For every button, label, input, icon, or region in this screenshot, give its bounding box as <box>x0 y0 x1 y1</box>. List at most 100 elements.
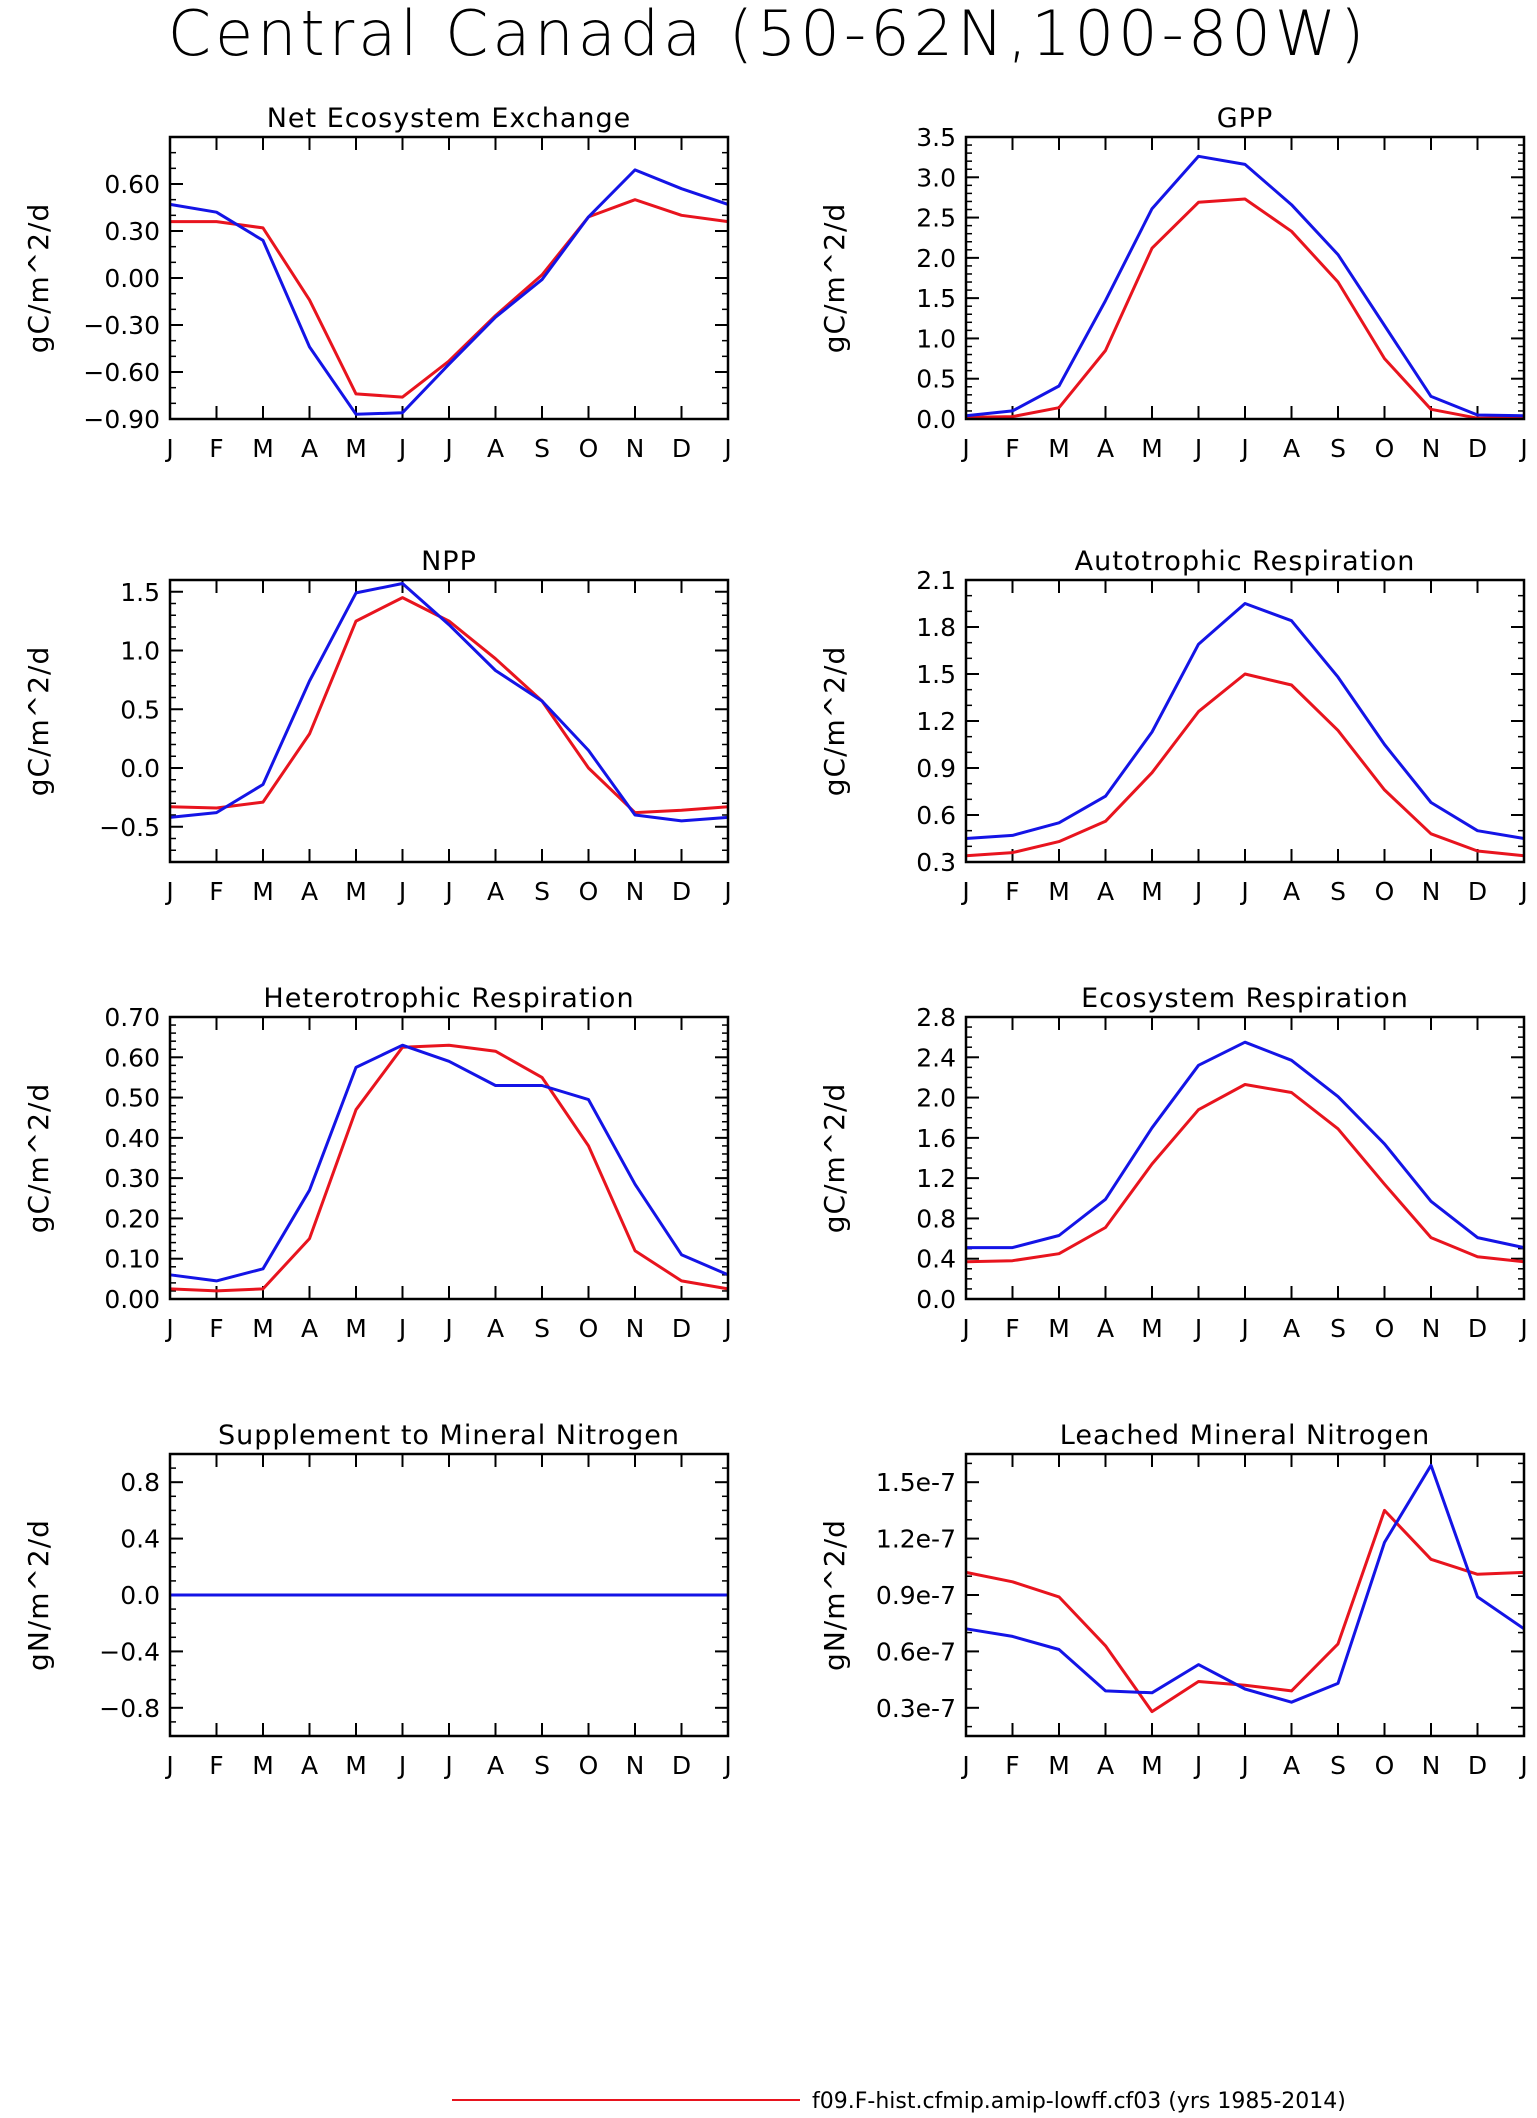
y-tick-label: 1.2e-7 <box>876 1525 956 1554</box>
x-tick-label: J <box>1239 1314 1248 1343</box>
x-tick-label: J <box>722 1751 731 1780</box>
y-tick-label: 0.60 <box>104 170 160 199</box>
x-tick-label: N <box>626 434 645 463</box>
x-tick-label: D <box>672 434 691 463</box>
y-tick-label: 0.0 <box>916 405 956 434</box>
y-axis-label: gN/m^2/d <box>22 1519 55 1671</box>
x-tick-label: J <box>722 434 731 463</box>
x-tick-label: N <box>1422 1314 1441 1343</box>
y-tick-label: 0.30 <box>104 1164 160 1193</box>
x-tick-label: N <box>1422 1751 1441 1780</box>
x-tick-label: J <box>397 1751 406 1780</box>
x-tick-label: F <box>1005 1751 1019 1780</box>
x-tick-label: A <box>1097 877 1114 906</box>
y-tick-label: 0.70 <box>104 1003 160 1032</box>
chart-panel: Leached Mineral Nitrogen gN/m^2/d 0.3e-7 0.… <box>818 1420 1528 1780</box>
x-tick-label: O <box>1375 434 1395 463</box>
x-tick-label: D <box>1468 1751 1487 1780</box>
plot-frame <box>964 578 1526 864</box>
panels: Net Ecosystem Exchange gC/m^2/d −0.90 −0.60… <box>22 103 1528 1780</box>
y-tick-label: 0.0 <box>120 754 160 783</box>
x-tick-label: A <box>301 434 318 463</box>
x-tick-label: A <box>1097 1751 1114 1780</box>
legend-red-label: f09.F-hist.cfmip.amip-lowff.cf03 (yrs 19… <box>812 2089 1346 2114</box>
series-line-red <box>965 672 1525 858</box>
series-line-blue <box>169 168 729 416</box>
series-line-red <box>965 197 1525 420</box>
x-tick-label: J <box>164 1751 173 1780</box>
x-tick-label: M <box>345 877 367 906</box>
series-line-red <box>169 596 729 815</box>
x-tick-label: J <box>1193 1751 1202 1780</box>
y-tick-label: 1.0 <box>120 637 160 666</box>
plot-frame <box>168 578 730 864</box>
x-tick-label: A <box>1097 434 1114 463</box>
x-tick-label: F <box>1005 434 1019 463</box>
y-tick-label: 0.3e-7 <box>876 1694 956 1723</box>
x-tick-label: J <box>1239 434 1248 463</box>
series-line-blue <box>966 1040 1525 1250</box>
x-tick-label: S <box>1330 877 1346 906</box>
x-tick-label: O <box>579 1751 599 1780</box>
x-tick-label: J <box>1193 877 1202 906</box>
x-tick-label: M <box>1141 877 1163 906</box>
y-tick-label: 0.00 <box>104 1285 160 1314</box>
x-tick-label: J <box>443 434 452 463</box>
y-tick-label: 0.8 <box>120 1468 160 1497</box>
x-tick-label: J <box>397 434 406 463</box>
y-tick-label: 0.8 <box>916 1204 956 1233</box>
x-tick-label: J <box>1518 1751 1527 1780</box>
y-tick-label: 1.2 <box>916 707 956 736</box>
x-tick-label: A <box>301 1751 318 1780</box>
plot-frame <box>964 135 1526 421</box>
y-tick-label: −0.90 <box>83 405 160 434</box>
panel-title: Heterotrophic Respiration <box>263 983 634 1014</box>
x-tick-label: O <box>579 1314 599 1343</box>
x-tick-label: M <box>1048 1314 1070 1343</box>
y-tick-label: 1.5 <box>916 660 956 689</box>
y-tick-label: 2.5 <box>916 204 956 233</box>
x-tick-label: O <box>579 877 599 906</box>
x-tick-label: M <box>252 434 274 463</box>
x-tick-label: J <box>443 1314 452 1343</box>
x-tick-label: J <box>1518 877 1527 906</box>
y-tick-label: 0.9e-7 <box>876 1581 956 1610</box>
x-tick-label: J <box>397 877 406 906</box>
y-tick-label: 0.30 <box>104 217 160 246</box>
chart-panel: Supplement to Mineral Nitrogen gN/m^2/d −0… <box>22 1420 732 1780</box>
y-axis-label: gC/m^2/d <box>22 1083 55 1234</box>
plot-frame <box>168 1452 730 1738</box>
chart-panel: Net Ecosystem Exchange gC/m^2/d −0.90 −0.60… <box>22 103 732 463</box>
x-tick-label: S <box>534 877 550 906</box>
y-tick-label: 0.4 <box>916 1245 956 1274</box>
x-tick-label: F <box>209 1751 223 1780</box>
x-tick-label: M <box>345 434 367 463</box>
x-tick-label: D <box>1468 1314 1487 1343</box>
plot-frame <box>168 135 730 421</box>
x-tick-label: J <box>1193 1314 1202 1343</box>
chart-panel: Ecosystem Respiration gC/m^2/d 0.0 0.4 0.8 1.… <box>818 983 1528 1343</box>
x-tick-label: M <box>252 1751 274 1780</box>
x-tick-label: D <box>672 877 691 906</box>
x-tick-label: J <box>397 1314 406 1343</box>
plot-frame <box>964 1015 1526 1301</box>
y-tick-label: 2.0 <box>916 1084 956 1113</box>
panel-title: NPP <box>421 546 477 577</box>
x-tick-label: A <box>301 877 318 906</box>
x-tick-label: J <box>1518 1314 1527 1343</box>
x-tick-label: J <box>722 877 731 906</box>
x-tick-label: N <box>1422 877 1441 906</box>
y-tick-label: 0.0 <box>916 1285 956 1314</box>
x-tick-label: M <box>345 1751 367 1780</box>
y-tick-label: 1.5 <box>916 284 956 313</box>
x-tick-label: M <box>1141 1314 1163 1343</box>
x-tick-label: O <box>579 434 599 463</box>
y-tick-label: 2.8 <box>916 1003 956 1032</box>
x-tick-label: F <box>1005 1314 1019 1343</box>
y-tick-label: −0.30 <box>83 311 160 340</box>
page-title: Central Canada (50-62N,100-80W) <box>168 0 1369 70</box>
y-tick-label: −0.60 <box>83 358 160 387</box>
x-tick-label: D <box>1468 877 1487 906</box>
